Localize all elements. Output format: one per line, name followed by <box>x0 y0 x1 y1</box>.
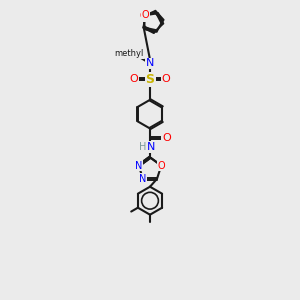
Text: methyl: methyl <box>128 52 133 53</box>
Text: O: O <box>158 160 165 171</box>
Text: O: O <box>140 11 147 21</box>
Text: methyl: methyl <box>114 49 144 58</box>
Text: N: N <box>146 58 154 68</box>
Text: N: N <box>147 142 155 152</box>
Text: O: O <box>130 74 138 84</box>
Text: O: O <box>142 10 149 20</box>
Text: H: H <box>139 142 146 152</box>
Text: N: N <box>139 174 147 184</box>
Text: N: N <box>135 160 142 171</box>
Text: S: S <box>146 73 154 86</box>
Text: O: O <box>162 74 170 84</box>
Text: O: O <box>162 133 171 143</box>
